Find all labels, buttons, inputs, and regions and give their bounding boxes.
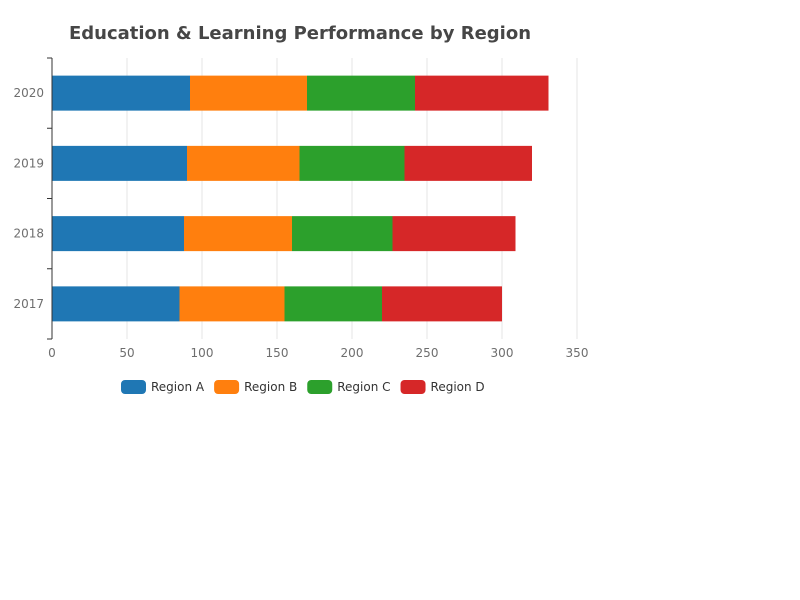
bar-region-a-2019 (52, 145, 187, 181)
y-tick-label: 2019 (13, 156, 44, 170)
x-tick-label: 50 (119, 346, 134, 360)
legend-label: Region A (151, 380, 205, 394)
bar-region-b-2019 (187, 145, 300, 181)
y-tick-label: 2018 (13, 227, 44, 241)
bar-region-a-2017 (52, 286, 180, 322)
bar-region-a-2020 (52, 75, 190, 111)
y-tick-label: 2017 (13, 297, 44, 311)
x-tick-label: 0 (48, 346, 56, 360)
bar-region-c-2017 (284, 286, 382, 322)
bars (52, 75, 549, 322)
bar-region-a-2018 (52, 216, 184, 252)
x-tick-label: 250 (416, 346, 439, 360)
legend-swatch (307, 380, 333, 394)
legend-item-region-a[interactable]: Region A (121, 380, 205, 394)
chart-title: Education & Learning Performance by Regi… (69, 23, 531, 44)
legend-label: Region B (244, 380, 297, 394)
bar-region-d-2020 (415, 75, 549, 111)
legend-label: Region C (337, 380, 390, 394)
bar-region-d-2017 (382, 286, 502, 322)
bar-region-c-2018 (292, 216, 393, 252)
bar-region-b-2017 (179, 286, 285, 322)
x-tick-label: 100 (191, 346, 214, 360)
legend-swatch (121, 380, 146, 394)
x-tick-label: 200 (341, 346, 364, 360)
legend-swatch (214, 380, 240, 394)
legend: Region A Region B Region C Region D (121, 380, 485, 394)
legend-swatch (400, 380, 426, 394)
bar-region-b-2020 (190, 75, 307, 111)
bar-region-b-2018 (184, 216, 292, 252)
bar-region-d-2018 (392, 216, 516, 252)
legend-item-region-c[interactable]: Region C (307, 380, 391, 394)
legend-item-region-b[interactable]: Region B (214, 380, 297, 394)
y-tick-label: 2020 (13, 86, 44, 100)
x-tick-label: 300 (491, 346, 514, 360)
axes: 0 50 100 150 200 250 300 350 2017 2018 2019 2020 (13, 57, 589, 360)
x-tick-label: 150 (266, 346, 289, 360)
legend-item-region-d[interactable]: Region D (400, 380, 485, 394)
bar-region-c-2019 (299, 145, 405, 181)
x-tick-label: 350 (566, 346, 589, 360)
bar-region-d-2019 (404, 145, 532, 181)
bar-region-c-2020 (307, 75, 415, 111)
legend-label: Region D (431, 380, 485, 394)
